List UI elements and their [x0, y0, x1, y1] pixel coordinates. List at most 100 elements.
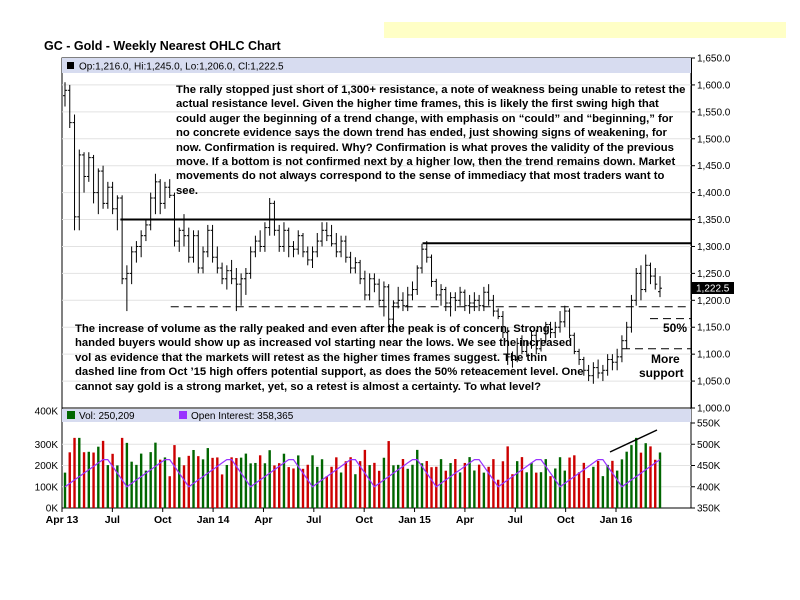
price-axis-strip: [691, 58, 692, 408]
volume-bar: [658, 452, 662, 508]
volume-bar: [635, 437, 638, 508]
volume-bar: [144, 470, 148, 508]
volume-bar: [106, 465, 110, 508]
volume-bar: [525, 472, 528, 508]
x-tick-label: Jul: [306, 514, 321, 526]
volume-bar: [477, 464, 481, 508]
x-tick-label: Oct: [557, 514, 575, 526]
price-tick-label: 1,350.0: [697, 215, 731, 226]
volume-bar: [554, 468, 557, 508]
volume-bar: [187, 455, 190, 508]
volume-bar: [354, 474, 357, 508]
volume-bar: [273, 465, 276, 508]
volume-bar: [159, 459, 162, 508]
oi-tick-label: 550K: [697, 419, 721, 430]
x-tick-label: Oct: [355, 514, 373, 526]
volume-bar: [154, 442, 157, 508]
volume-bar: [425, 461, 428, 508]
volume-bar: [192, 449, 195, 508]
volume-bar: [320, 459, 324, 508]
oi-axis-right: 550K 500K 450K 400K 350K: [691, 419, 721, 515]
volume-bar: [116, 465, 119, 508]
volume-bar: [301, 468, 305, 508]
volume-bar: [463, 462, 467, 508]
price-tick-label: 1,500.0: [697, 134, 731, 145]
volume-bar: [592, 466, 595, 508]
chart-title: GC - Gold - Weekly Nearest OHLC Chart: [44, 39, 281, 53]
volume-bar: [297, 455, 300, 508]
volume-bar: [392, 465, 395, 508]
volume-bar: [258, 455, 262, 508]
volume-bar: [620, 459, 624, 508]
volume-bar: [506, 446, 509, 508]
volume-bar: [87, 451, 90, 508]
volume-bar: [373, 462, 376, 508]
volume-bar: [416, 449, 419, 508]
volume-bar: [606, 464, 609, 508]
volume-bar: [201, 459, 205, 508]
x-tick-label: Jan 14: [197, 514, 230, 526]
volume-bar: [335, 457, 338, 508]
volume-bar: [292, 468, 295, 508]
volume-bar: [278, 463, 281, 508]
ohlc-readout: Op:1,216.0, Hi:1,245.0, Lo:1,206.0, Cl:1…: [79, 62, 284, 73]
price-panel: [61, 57, 692, 409]
price-tick-label: 1,400.0: [697, 188, 731, 199]
price-tick-label: 1,150.0: [697, 323, 731, 334]
volume-bar: [135, 464, 138, 508]
price-tick-label: 1,050.0: [697, 377, 731, 388]
volume-bar: [630, 445, 633, 508]
volume-bar: [625, 451, 628, 508]
volume-bar: [377, 470, 381, 508]
volume-bar: [558, 457, 562, 508]
volume-bar: [596, 460, 600, 508]
volume-bar: [197, 456, 200, 508]
volume-bar: [78, 437, 81, 508]
oi-legend-swatch: [179, 411, 187, 419]
x-tick-label: Jan 15: [398, 514, 431, 526]
vol-legend-swatch: [67, 411, 75, 419]
volume-bar: [149, 452, 152, 508]
volume-bar: [358, 461, 362, 508]
volume-bar: [511, 474, 514, 508]
volume-bar: [230, 457, 233, 508]
volume-tick-label: 300K: [35, 440, 59, 451]
volume-bar: [454, 459, 457, 508]
x-axis: Apr 13 Jul Oct Jan 14 Apr Jul Oct Jan 15 Apr Jul O…: [46, 508, 632, 526]
x-tick-label: Apr: [456, 514, 474, 526]
volume-bar: [458, 472, 462, 508]
price-tick-label: 1,200.0: [697, 296, 731, 307]
price-tick-label: 1,550.0: [697, 107, 731, 118]
more-support-label-2: support: [639, 366, 684, 380]
volume-bar: [563, 470, 566, 508]
volume-bar: [330, 466, 333, 508]
commentary-bottom: The increase of volume as the rally peak…: [75, 323, 584, 393]
volume-bar: [239, 457, 243, 508]
volume-bar: [268, 450, 271, 508]
volume-bar: [139, 453, 143, 508]
ohlc-readout-bar: [62, 58, 691, 73]
volume-bar: [644, 443, 647, 508]
oi-tick-label: 450K: [697, 461, 721, 472]
price-tick-label: 1,000.0: [697, 404, 731, 415]
price-tick-label: 1,250.0: [697, 269, 731, 280]
volume-bar: [220, 474, 224, 508]
volume-bar: [601, 476, 605, 508]
volume-bar: [168, 476, 171, 508]
volume-bar: [406, 468, 409, 508]
last-price-flag: [692, 282, 734, 294]
volume-bar: [420, 463, 424, 508]
volume-bar: [306, 464, 309, 508]
volume-bar: [473, 470, 476, 508]
volume-bar: [444, 470, 447, 508]
price-tick-label: 1,100.0: [697, 350, 731, 361]
x-tick-label: Oct: [154, 514, 172, 526]
volume-bar: [544, 459, 547, 508]
volume-bar: [316, 466, 319, 508]
volume-bar: [363, 449, 367, 508]
open-interest-line: [64, 459, 661, 488]
volume-bar: [496, 479, 500, 508]
volume-bar: [216, 457, 219, 508]
volume-bar: [163, 457, 167, 508]
